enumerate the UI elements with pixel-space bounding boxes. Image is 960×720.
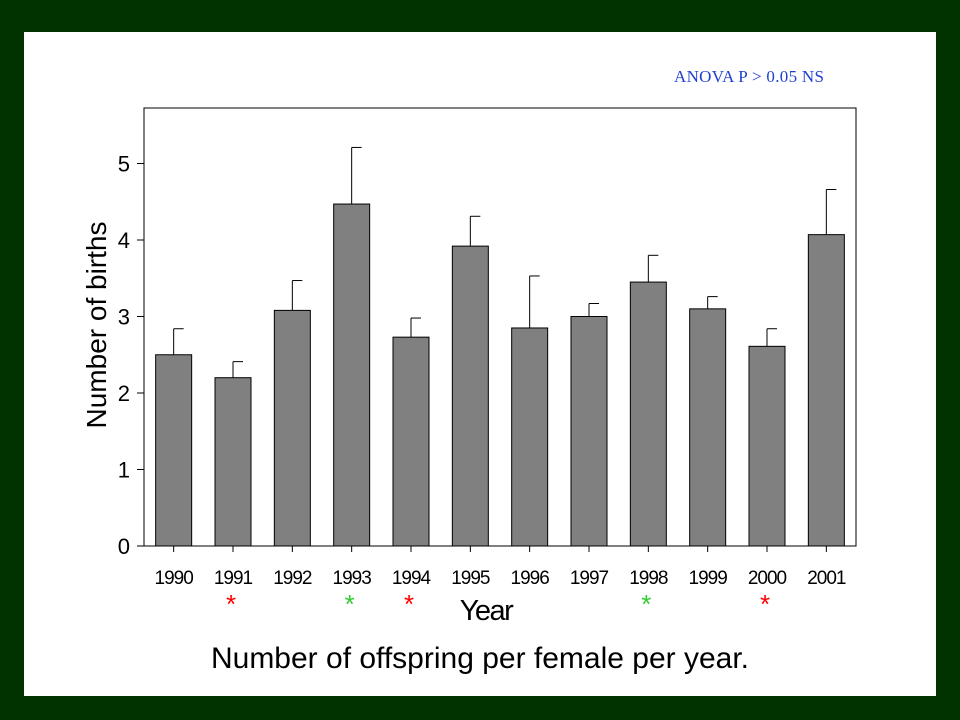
- marker-1993: *: [345, 589, 355, 619]
- bar-1996: [511, 327, 549, 547]
- marker-1994: *: [404, 589, 414, 619]
- bar-1993: [333, 203, 371, 547]
- slide: ANOVA P > 0.05 NS 0 1 2 3 4 5 1990 1991 1992 1993…: [24, 32, 936, 696]
- x-tick-label-1994: 1994: [392, 568, 432, 589]
- bar-1998: [629, 281, 667, 547]
- x-tick-label-1991: 1991: [214, 568, 253, 589]
- y-tick-label: 0: [118, 534, 130, 559]
- bar-2000: [748, 345, 786, 547]
- x-tick-label-1998: 1998: [629, 568, 668, 589]
- x-tick-label-1996: 1996: [511, 568, 550, 589]
- y-tick-label: 3: [118, 305, 130, 330]
- bar-1992: [273, 309, 311, 547]
- plot-frame: [143, 107, 857, 547]
- bar-1991: [214, 377, 252, 547]
- bar-1994: [392, 336, 430, 547]
- x-tick-label-2001: 2001: [807, 568, 846, 589]
- marker-1991: *: [226, 589, 236, 619]
- y-tick-label: 1: [118, 458, 130, 483]
- x-tick-label-1993: 1993: [333, 568, 372, 589]
- bar-1995: [451, 245, 489, 547]
- x-tick-label-1995: 1995: [451, 568, 490, 589]
- x-tick-label-1997: 1997: [570, 568, 609, 589]
- y-tick-label: 5: [118, 152, 130, 177]
- x-tick-label-1999: 1999: [689, 568, 728, 589]
- bar-2001: [807, 234, 845, 547]
- marker-2000: *: [760, 589, 770, 619]
- bar-1999: [689, 308, 727, 547]
- bar-1997: [570, 316, 608, 547]
- y-axis-label: Number of births: [81, 222, 112, 429]
- anova-annotation: ANOVA P > 0.05 NS: [674, 67, 825, 86]
- slide-caption: Number of offspring per female per year.: [210, 642, 750, 675]
- bar-chart: 0 1 2 3 4 5 1990 1991 1992 1993 1994 1995 1996 1997 19…: [81, 107, 857, 627]
- marker-1998: *: [641, 589, 651, 619]
- x-axis-label: Year: [460, 595, 514, 627]
- x-tick-label-1992: 1992: [273, 568, 312, 589]
- x-tick-label-2000: 2000: [748, 568, 787, 589]
- y-tick-label: 4: [118, 228, 130, 253]
- bar-1990: [155, 354, 193, 547]
- x-tick-label-1990: 1990: [155, 568, 194, 589]
- y-tick-label: 2: [118, 381, 130, 406]
